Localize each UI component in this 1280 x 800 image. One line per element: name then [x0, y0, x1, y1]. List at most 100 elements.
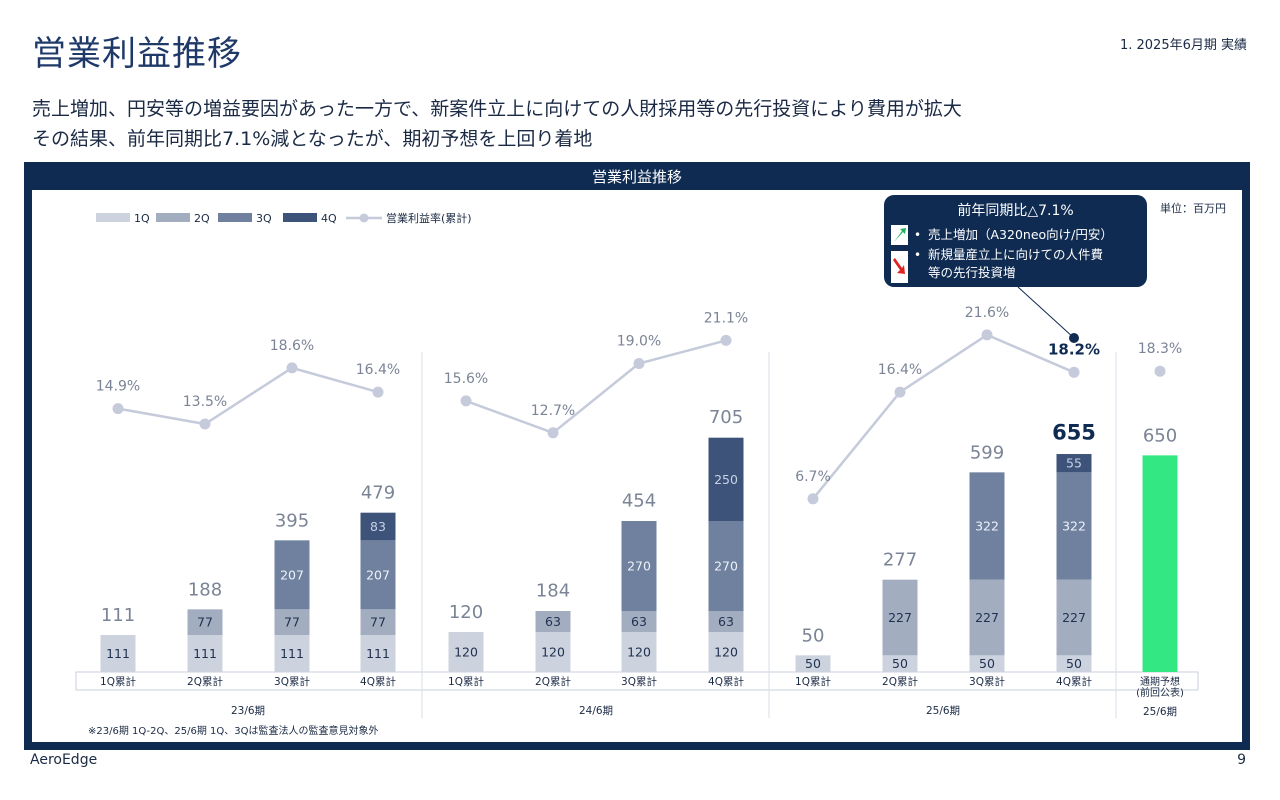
bar-value-label: 227 [975, 610, 999, 625]
callout-anchor-dot [1069, 333, 1079, 343]
bar-value-label: 111 [193, 646, 217, 661]
bar-value-label: 50 [892, 656, 908, 671]
bar-segment [274, 635, 310, 672]
margin-point [286, 362, 298, 374]
bar-value-label: 111 [106, 646, 130, 661]
bar-value-label: 63 [545, 614, 561, 629]
bar-segment [708, 632, 744, 672]
bar-segment [360, 540, 396, 610]
legend-label: 2Q [194, 212, 210, 225]
bar-segment [274, 609, 310, 636]
bar-segment [100, 635, 136, 672]
x-tick-label: 4Q累計 [708, 675, 744, 688]
callout-connector [1017, 286, 1075, 339]
margin-label: 13.5% [183, 394, 227, 410]
bar-segment [1056, 579, 1092, 656]
bar-value-label: 111 [280, 646, 304, 661]
bar-total-label: 277 [883, 550, 917, 571]
callout-box [884, 195, 1147, 287]
legend-swatch [96, 213, 130, 222]
operating-profit-chart: 1Q累計 2Q累計 3Q累計 4Q累計 1Q累計 2Q累計 3Q累計 4Q累計 1Q累計 2Q累計… [32, 190, 1242, 742]
margin-point [460, 395, 472, 407]
x-tick-label: 3Q累計 [969, 675, 1005, 688]
margin-label: 19.0% [617, 334, 661, 350]
x-tick-label: 2Q累計 [882, 675, 918, 688]
bar-segment [1056, 472, 1092, 580]
bar-segment [1142, 455, 1178, 672]
bar-segment [360, 635, 396, 672]
legend-label: 1Q [134, 212, 150, 225]
bar-segment [187, 635, 223, 672]
x-tick-label: 4Q累計 [1056, 675, 1092, 688]
legend-label: 営業利益率(累計) [386, 211, 472, 225]
margin-point [1068, 366, 1080, 378]
margin-label: 14.9% [96, 379, 140, 395]
bar-total-label: 120 [449, 602, 483, 623]
group-label: 25/6期 [1143, 706, 1177, 718]
margin-line [117, 366, 379, 426]
bar-value-label: 77 [370, 615, 386, 630]
bar-value-label: 120 [541, 645, 565, 660]
page-title: 営業利益推移 [32, 34, 242, 74]
bar-segment [1056, 655, 1092, 672]
group-label: 23/6期 [231, 705, 265, 717]
callout-bullet: • [914, 228, 921, 242]
margin-point [1154, 365, 1166, 377]
bar-segment [882, 655, 918, 672]
bar-segment [708, 611, 744, 633]
bar-segment [535, 611, 571, 633]
x-tick-label: (前回公表) [1136, 686, 1184, 699]
margin-label: 16.4% [878, 362, 922, 378]
x-tick-label: 2Q累計 [535, 675, 571, 688]
margin-line [812, 333, 1075, 500]
bar-total-label: 395 [275, 510, 309, 531]
legend-label: 3Q [256, 212, 272, 225]
margin-line [465, 339, 727, 435]
bar-value-label: 322 [1062, 519, 1086, 534]
bar-value-label: 207 [366, 567, 390, 582]
bar-segment [274, 540, 310, 610]
bar-value-label: 77 [197, 615, 213, 630]
bar-value-label: 270 [627, 559, 651, 574]
margin-label: 18.3% [1138, 341, 1182, 357]
bar-value-label: 227 [888, 610, 912, 625]
legend-label: 4Q [321, 212, 337, 225]
margin-point [981, 329, 993, 341]
bar-segment [1056, 454, 1092, 473]
bar-segment [795, 655, 831, 672]
chart-title: 営業利益推移 [591, 168, 682, 186]
callout-title: 前年同期比△7.1% [957, 202, 1073, 219]
bar-total-label: 454 [622, 491, 656, 512]
bar-segment [621, 521, 657, 612]
bar-value-label: 227 [1062, 610, 1086, 625]
page-number: 9 [1237, 752, 1246, 768]
bar-value-label: 50 [1066, 656, 1082, 671]
bar-value-label: 77 [284, 615, 300, 630]
footnote: ※23/6期 1Q-2Q、25/6期 1Q、3Qは監査法人の監査意見対象外 [88, 724, 378, 737]
subtitle-line-1: 売上増加、円安等の増益要因があった一方で、新案件立上に向けての人財採用等の先行投… [32, 98, 962, 120]
margin-point [720, 334, 732, 346]
up-arrow-glyph [894, 228, 906, 242]
margin-label: 6.7% [795, 469, 831, 485]
x-tick-label: 2Q累計 [187, 675, 223, 688]
bar-value-label: 50 [805, 656, 821, 671]
bar-segment [360, 609, 396, 636]
callout-bullet: • [914, 248, 921, 262]
down-arrow-glyph [893, 258, 905, 274]
bar-segment [187, 609, 223, 636]
company-name: AeroEdge [30, 752, 98, 768]
margin-point [112, 403, 124, 415]
margin-point [633, 358, 645, 369]
bar-value-label: 55 [1066, 456, 1082, 471]
legend-swatch [156, 213, 190, 222]
bar-segment [535, 632, 571, 672]
bar-segment [969, 655, 1005, 672]
margin-point [199, 418, 211, 430]
bar-value-label: 120 [454, 645, 478, 660]
bar-total-label: 111 [101, 605, 135, 626]
bar-value-label: 50 [979, 656, 995, 671]
bar-value-label: 111 [366, 646, 390, 661]
bar-value-label: 83 [370, 519, 386, 534]
bar-value-label: 250 [714, 472, 738, 487]
bar-total-label: 599 [970, 442, 1004, 463]
